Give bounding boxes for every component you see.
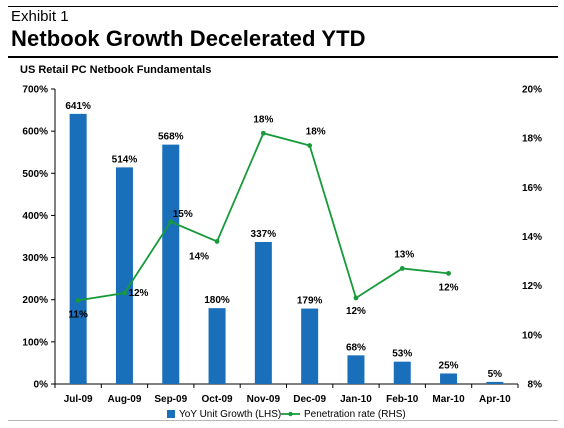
bar: [301, 308, 319, 384]
right-tick-label: 16%: [522, 183, 542, 194]
line-series: [75, 130, 451, 303]
line-value-label: 12%: [128, 288, 148, 299]
right-tick-label: 18%: [522, 134, 542, 145]
x-tick-label: Mar-10: [432, 394, 465, 405]
bar-value-label: 568%: [158, 132, 184, 143]
bar-value-label: 5%: [488, 369, 503, 380]
title-rule: [8, 56, 558, 58]
line-point: [399, 266, 405, 271]
left-tick-label: 600%: [22, 127, 48, 138]
bar: [486, 381, 504, 384]
x-tick-label: Oct-09: [201, 394, 233, 405]
right-tick-label: 14%: [522, 232, 542, 243]
x-tick-label: Jul-09: [64, 394, 93, 405]
x-tick-label: Feb-10: [386, 394, 419, 405]
line-value-label: 15%: [173, 209, 193, 220]
left-tick-label: 100%: [22, 337, 48, 348]
left-tick-label: 300%: [22, 253, 48, 264]
bar-series: [69, 113, 504, 384]
line-value-label: 12%: [439, 282, 459, 293]
line-value-label: 11%: [68, 309, 88, 320]
right-tick-label: 20%: [522, 85, 542, 96]
bar-value-label: 514%: [112, 154, 138, 165]
right-tick-label: 8%: [528, 380, 543, 391]
x-tick-label: Nov-09: [247, 394, 281, 405]
bar-value-label: 179%: [297, 296, 323, 307]
x-tick-label: Dec-09: [293, 394, 326, 405]
line-point: [353, 295, 359, 301]
data-labels: 641% 514% 568% 180% 337% 179% 68% 53% 25% 5% 11% 12…: [65, 101, 502, 380]
x-tick-label: Jan-10: [340, 394, 372, 405]
chart-axes: 0% 100% 200% 300% 400% 500% 600% 700% 8% 10% 12% 14…: [22, 85, 542, 406]
bar-value-label: 180%: [204, 295, 230, 306]
line-point: [307, 143, 313, 148]
left-tick-label: 200%: [22, 295, 48, 306]
bar: [115, 167, 133, 384]
bar: [393, 361, 411, 384]
legend-bar-label: YoY Unit Growth (LHS): [179, 409, 281, 420]
bar-value-label: 641%: [65, 101, 91, 112]
bar-value-label: 68%: [346, 342, 366, 353]
line-value-label: 14%: [189, 251, 209, 262]
bottom-rule: [8, 420, 558, 421]
bar: [162, 144, 180, 384]
line-point: [122, 290, 127, 296]
line-point: [75, 298, 81, 303]
bar: [69, 113, 87, 384]
legend-line-marker: [288, 411, 293, 417]
x-tick-label: Aug-09: [107, 394, 141, 405]
bar-value-label: 25%: [439, 360, 459, 371]
x-tick-label: Apr-10: [479, 394, 511, 405]
x-tick-label: Sep-09: [154, 394, 187, 405]
top-rule: [8, 6, 558, 7]
legend-line-label: Penetration rate (RHS): [304, 409, 406, 420]
exhibit-label: Exhibit 1: [11, 8, 69, 25]
left-tick-label: 500%: [22, 169, 48, 180]
line-point: [214, 239, 220, 244]
chart-legend: YoY Unit Growth (LHS) Penetration rate (R…: [167, 409, 406, 420]
line-point: [446, 270, 451, 276]
chart-subtitle: US Retail PC Netbook Fundamentals: [20, 64, 212, 76]
right-tick-label: 10%: [522, 330, 542, 341]
bar: [347, 355, 365, 384]
line-point: [260, 130, 266, 136]
line-value-label: 18%: [306, 127, 326, 138]
legend-bar-swatch: [167, 410, 175, 418]
bar-value-label: 337%: [251, 229, 277, 240]
bar: [208, 308, 226, 384]
right-tick-label: 12%: [522, 281, 542, 292]
bar-value-label: 53%: [392, 349, 412, 360]
bar: [440, 373, 458, 384]
line-value-label: 13%: [394, 249, 414, 260]
left-tick-label: 700%: [22, 85, 48, 96]
line-value-label: 12%: [346, 306, 366, 317]
page-title: Netbook Growth Decelerated YTD: [11, 26, 366, 51]
left-tick-label: 0%: [34, 380, 49, 391]
left-tick-label: 400%: [22, 211, 48, 222]
line-point: [168, 219, 174, 225]
bar: [254, 241, 272, 384]
line-value-label: 18%: [253, 114, 273, 125]
